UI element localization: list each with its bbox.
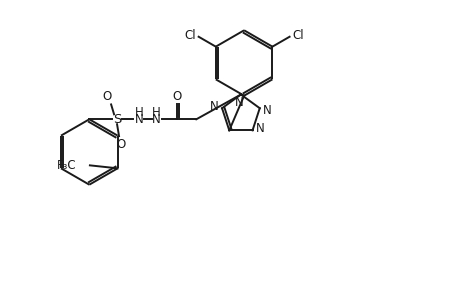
Text: O: O <box>116 138 125 151</box>
Text: O: O <box>173 90 182 103</box>
Text: N: N <box>134 113 143 126</box>
Text: H: H <box>152 106 161 119</box>
Text: Cl: Cl <box>292 29 303 42</box>
Text: N: N <box>152 113 161 126</box>
Text: Cl: Cl <box>184 29 196 42</box>
Text: N: N <box>209 100 218 113</box>
Text: N: N <box>256 122 264 135</box>
Text: F₃C: F₃C <box>56 159 76 172</box>
Text: O: O <box>102 90 112 103</box>
Text: N: N <box>234 96 243 109</box>
Text: S: S <box>112 113 121 126</box>
Text: H: H <box>134 106 143 119</box>
Text: N: N <box>263 104 271 117</box>
